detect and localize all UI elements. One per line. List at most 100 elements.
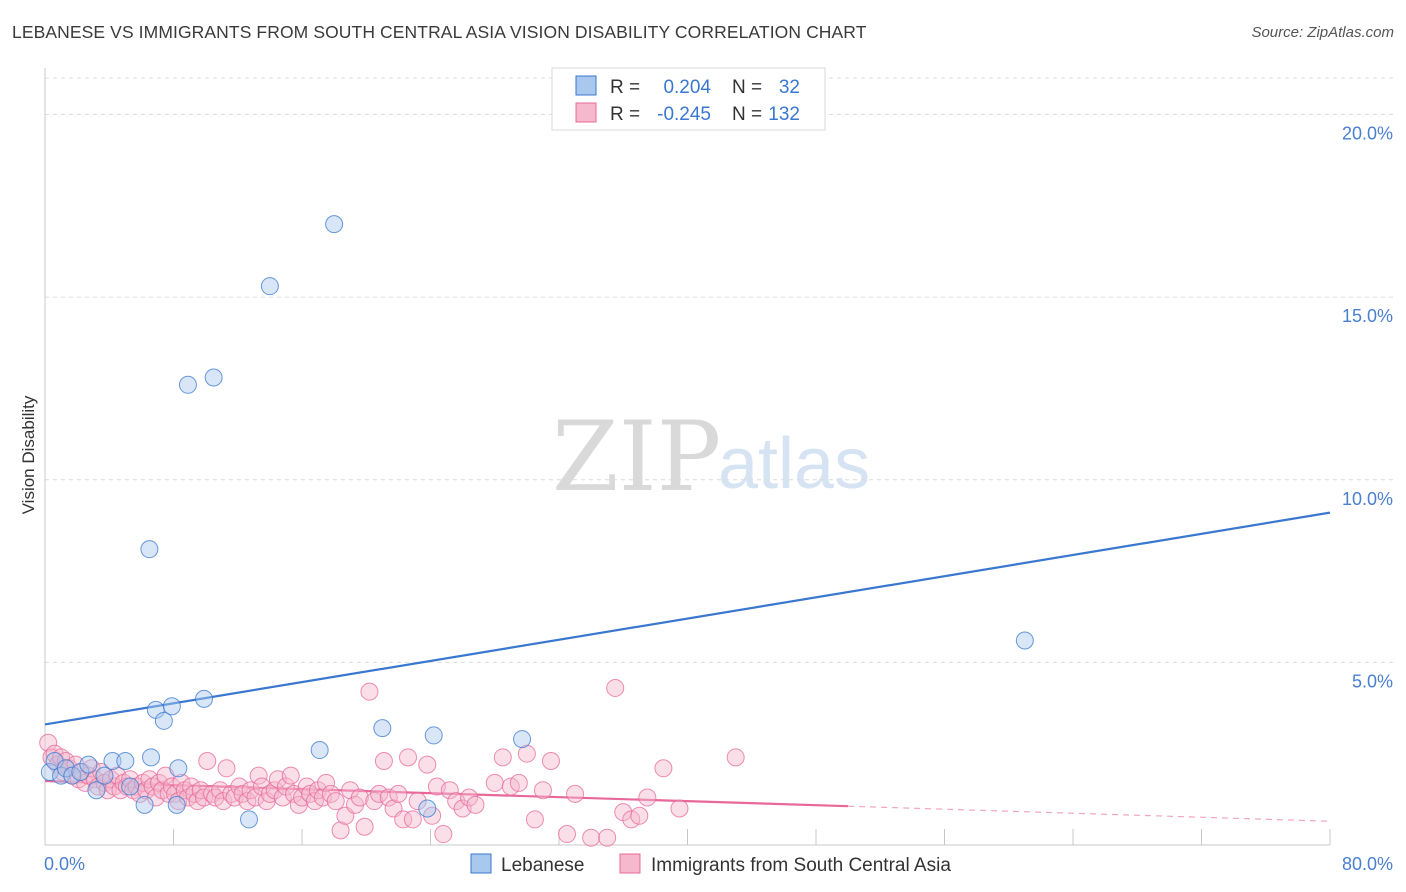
immigrants-point-96 (394, 810, 413, 829)
x-tick-label-max: 80.0% (1342, 854, 1393, 874)
lebanese-point-6 (79, 755, 98, 774)
lebanese-point-28 (418, 799, 437, 818)
source-credit: Source: ZipAtlas.com (1251, 24, 1394, 41)
immigrants-point-0 (39, 733, 58, 752)
immigrants-point-92 (374, 751, 393, 770)
immigrants-point-103 (434, 825, 453, 844)
y-tick-label-0: 5.0% (1352, 671, 1393, 691)
lebanese-point-9 (103, 751, 122, 770)
immigrants-point-126 (654, 759, 673, 778)
lebanese-point-30 (513, 730, 532, 749)
immigrants-point-104 (440, 781, 459, 800)
series-immigrants-points (39, 678, 745, 847)
immigrants-point-97 (399, 748, 418, 767)
legend-r-label-lebanese: R = (610, 77, 640, 98)
immigrants-point-1 (42, 748, 61, 767)
immigrants-point-125 (638, 788, 657, 807)
legend-swatch-immigrants (575, 102, 597, 123)
legend-n-value-immigrants: 132 (768, 104, 800, 125)
y-tick-label-1: 10.0% (1342, 489, 1393, 509)
immigrants-point-99 (408, 792, 427, 811)
lebanese-point-3 (56, 759, 75, 778)
immigrants-point-82 (326, 792, 345, 811)
lebanese-point-7 (87, 781, 106, 800)
immigrants-point-89 (360, 682, 379, 701)
bottom-legend-label-immigrants: Immigrants from South Central Asia (651, 855, 951, 876)
legend-r-value-lebanese: 0.204 (663, 77, 711, 98)
trend-line-extension-immigrants (848, 805, 1331, 822)
lebanese-point-24 (260, 277, 279, 296)
lebanese-point-8 (95, 766, 114, 785)
lebanese-point-22 (204, 368, 223, 387)
bottom-legend-label-lebanese: Lebanese (501, 855, 584, 876)
immigrants-point-62 (246, 788, 265, 807)
legend-n-label-immigrants: N = (732, 104, 762, 125)
immigrants-point-87 (350, 788, 369, 807)
bottom-legend-swatch-immigrants (619, 853, 641, 874)
immigrants-point-93 (379, 788, 398, 807)
immigrants-point-91 (370, 784, 389, 803)
y-tick-label-3: 20.0% (1342, 124, 1393, 144)
immigrants-point-71 (281, 766, 300, 785)
immigrants-point-121 (606, 678, 625, 697)
immigrants-point-124 (630, 806, 649, 825)
immigrants-point-117 (558, 825, 577, 844)
lebanese-point-31 (1015, 631, 1034, 650)
lebanese-point-23 (239, 810, 258, 829)
lebanese-point-18 (169, 759, 188, 778)
lebanese-point-19 (140, 540, 159, 559)
stats-legend: R = 0.204 N = 32 R = -0.245 N = 132 (551, 67, 826, 131)
lebanese-point-27 (373, 719, 392, 738)
immigrants-point-119 (582, 828, 601, 847)
chart-title: LEBANESE VS IMMIGRANTS FROM SOUTH CENTRA… (12, 22, 867, 42)
legend-r-value-immigrants: -0.245 (657, 104, 711, 125)
immigrants-point-108 (466, 795, 485, 814)
legend-n-label-lebanese: N = (732, 77, 762, 98)
immigrants-point-85 (341, 781, 360, 800)
trend-line-immigrants (44, 779, 849, 808)
immigrants-point-110 (493, 748, 512, 767)
lebanese-point-20 (178, 375, 197, 394)
immigrants-point-98 (403, 810, 422, 829)
immigrants-point-116 (541, 751, 560, 770)
watermark: ZIP atlas (552, 401, 870, 513)
immigrants-point-80 (317, 773, 336, 792)
immigrants-point-115 (533, 781, 552, 800)
lebanese-point-21 (195, 689, 214, 708)
lebanese-point-25 (310, 741, 329, 760)
series-legend: Lebanese Immigrants from South Central A… (470, 853, 951, 876)
tick-labels: 5.0% 10.0% 15.0% 20.0% 0.0% 80.0% (44, 124, 1393, 874)
bottom-legend-swatch-lebanese (470, 853, 492, 874)
lebanese-point-12 (135, 795, 154, 814)
immigrants-point-63 (249, 766, 268, 785)
lebanese-point-10 (116, 751, 135, 770)
immigrants-point-50 (198, 751, 217, 770)
legend-swatch-lebanese (575, 75, 597, 96)
immigrants-point-55 (217, 759, 236, 778)
immigrants-point-120 (598, 828, 617, 847)
legend-r-label-immigrants: R = (610, 104, 640, 125)
immigrants-point-118 (566, 784, 585, 803)
immigrants-point-69 (273, 788, 292, 807)
watermark-zip: ZIP (552, 401, 721, 513)
immigrants-point-88 (355, 817, 374, 836)
y-axis-title: Vision Disability (19, 395, 38, 514)
lebanese-point-13 (142, 748, 161, 767)
immigrants-point-113 (517, 744, 536, 763)
watermark-atlas: atlas (718, 424, 870, 504)
immigrants-point-100 (418, 755, 437, 774)
stats-legend-box (551, 67, 826, 131)
lebanese-point-29 (424, 726, 443, 745)
series-lebanese-points (40, 215, 1034, 829)
immigrants-point-112 (509, 773, 528, 792)
immigrants-point-53 (211, 781, 230, 800)
immigrants-point-128 (726, 748, 745, 767)
immigrants-point-109 (485, 773, 504, 792)
immigrants-point-127 (670, 799, 689, 818)
grid (45, 77, 1395, 663)
immigrants-point-107 (460, 788, 479, 807)
legend-n-value-lebanese: 32 (779, 77, 800, 98)
trend-lines (44, 511, 1331, 822)
immigrants-point-95 (389, 784, 408, 803)
